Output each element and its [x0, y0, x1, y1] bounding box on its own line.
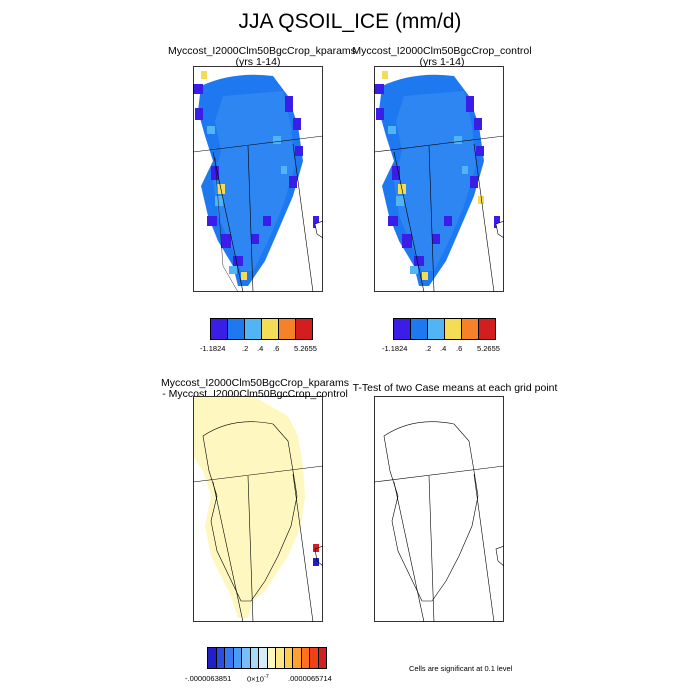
- colorbar-control-tick: .4: [440, 344, 447, 353]
- greenland-coastline: [383, 421, 479, 602]
- panel-3-title: Myccost_I2000Clm50BgcCrop_kparams - Mycc…: [160, 378, 350, 400]
- colorbar-kparams-tick: .2: [242, 344, 249, 353]
- colorbar-swatch: [461, 318, 478, 340]
- panel-2-case-name: Myccost_I2000Clm50BgcCrop_control: [352, 45, 532, 57]
- colorbar-swatch: [478, 318, 496, 340]
- colorbar-swatch: [227, 318, 244, 340]
- colorbar-control: [393, 318, 496, 340]
- colorbar-swatch: [283, 647, 292, 669]
- colorbar-swatch: [427, 318, 444, 340]
- colorbar-kparams-max: 5.2655: [294, 344, 317, 353]
- panel-3-title-line-2: - Myccost_I2000Clm50BgcCrop_control: [162, 388, 348, 400]
- colorbar-swatch: [261, 318, 278, 340]
- colorbar-swatch: [258, 647, 267, 669]
- coastal-low-cells: [374, 84, 500, 266]
- greenland-coastline: [202, 421, 298, 602]
- colorbar-kparams-min: -1.1824: [200, 344, 226, 353]
- colorbar-difference-max: .0000065714: [288, 674, 332, 683]
- colorbar-swatch: [317, 647, 327, 669]
- colorbar-difference-zero: 0×10-7: [247, 674, 269, 684]
- colorbar-swatch: [393, 318, 410, 340]
- colorbar-kparams-tick: .4: [257, 344, 264, 353]
- iceland-coast: [314, 545, 323, 567]
- colorbar-swatch: [266, 647, 275, 669]
- colorbar-swatch: [249, 647, 258, 669]
- graticule-lon: [212, 143, 314, 292]
- colorbar-swatch: [309, 647, 318, 669]
- colorbar-kparams-tick: .6: [273, 344, 280, 353]
- colorbar-swatch: [300, 647, 309, 669]
- panel-2-title: Myccost_I2000Clm50BgcCrop_control (yrs 1…: [352, 46, 532, 68]
- graticule-lon: [393, 473, 495, 622]
- panel-1-case-name: Myccost_I2000Clm50BgcCrop_kparams: [168, 45, 356, 57]
- colorbar-swatch: [275, 647, 284, 669]
- iceland-coast: [314, 220, 323, 239]
- map-frame: [193, 396, 323, 622]
- graticule-lon: [393, 143, 495, 292]
- colorbar-swatch: [410, 318, 427, 340]
- colorbar-swatch: [210, 318, 227, 340]
- colorbar-swatch: [224, 647, 233, 669]
- colorbar-swatch: [207, 647, 216, 669]
- coastal-mid-cells: [388, 126, 468, 274]
- graticule-lat: [193, 135, 323, 153]
- map-panel-kparams: [193, 66, 323, 292]
- positive-cell: [313, 544, 319, 552]
- coastal-low-cells: [193, 84, 319, 266]
- figure-title: JJA QSOIL_ICE (mm/d): [238, 10, 462, 33]
- panel-1-title: Myccost_I2000Clm50BgcCrop_kparams (yrs 1…: [168, 45, 356, 68]
- colorbar-swatch: [244, 318, 261, 340]
- graticule-lat: [193, 465, 323, 483]
- iceland-coast: [495, 545, 504, 567]
- panel-4-title: T-Test of two Case means at each grid po…: [352, 382, 558, 394]
- coastal-mid-cells: [207, 126, 287, 274]
- colorbar-difference: [207, 647, 327, 669]
- negative-cell: [313, 558, 319, 566]
- significance-note: Cells are significant at 0.1 level: [409, 664, 513, 673]
- graticule-lon: [212, 473, 314, 622]
- colorbar-swatch: [295, 318, 313, 340]
- map-frame: [193, 66, 323, 292]
- colorbar-swatch: [444, 318, 461, 340]
- map-panel-ttest: [374, 396, 504, 622]
- map-frame: [374, 66, 504, 292]
- graticule-lat: [374, 135, 504, 153]
- colorbar-difference-min: -.0000063851: [185, 674, 232, 683]
- colorbar-swatch: [215, 647, 224, 669]
- colorbar-control-max: 5.2655: [477, 344, 500, 353]
- graticule-lat: [374, 465, 504, 483]
- panel-3-title-line-1: Myccost_I2000Clm50BgcCrop_kparams: [161, 377, 349, 389]
- colorbar-control-tick: .6: [456, 344, 463, 353]
- colorbar-control-tick: .2: [425, 344, 432, 353]
- colorbar-kparams: [210, 318, 313, 340]
- map-panel-control: [374, 66, 504, 292]
- colorbar-swatch: [241, 647, 250, 669]
- panel-2-years: (yrs 1-14): [419, 56, 465, 68]
- map-panel-difference: [193, 396, 323, 622]
- colorbar-swatch: [292, 647, 301, 669]
- colorbar-swatch: [232, 647, 241, 669]
- colorbar-swatch: [278, 318, 295, 340]
- colorbar-control-min: -1.1824: [382, 344, 408, 353]
- panel-1-years: (yrs 1-14): [235, 56, 281, 68]
- map-frame: [374, 396, 504, 622]
- iceland-coast: [495, 220, 504, 239]
